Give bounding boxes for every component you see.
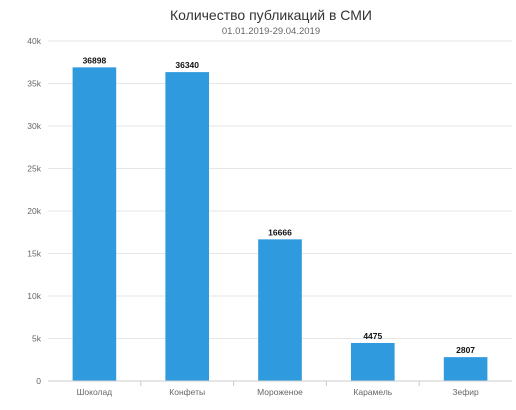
x-tick-label: Карамель (353, 387, 392, 397)
x-axis-ticks: Шоколад Конфеты Мороженое Карамель Зефир (77, 381, 479, 397)
bar (165, 72, 210, 382)
y-tick-label: 40k (27, 36, 41, 46)
y-tick-label: 30k (27, 121, 41, 131)
x-tick-label: Конфеты (169, 387, 205, 397)
y-tick-label: 0 (36, 376, 41, 386)
bar (443, 357, 488, 381)
x-tick-label: Зефир (452, 387, 479, 397)
data-label: 4475 (363, 331, 382, 341)
x-tick-label: Шоколад (77, 387, 113, 397)
y-tick-label: 10k (27, 291, 41, 301)
bars (72, 67, 488, 382)
y-tick-label: 25k (27, 164, 41, 174)
y-tick-label: 5k (32, 334, 42, 344)
data-label: 16666 (268, 227, 292, 237)
data-labels: 36898 36340 16666 4475 2807 (83, 55, 476, 355)
data-label: 36340 (175, 60, 199, 70)
y-tick-label: 35k (27, 79, 41, 89)
data-label: 36898 (83, 55, 107, 65)
y-tick-label: 20k (27, 206, 41, 216)
bar (72, 67, 117, 381)
chart-subtitle: 01.01.2019-29.04.2019 (222, 26, 320, 37)
bar (258, 239, 302, 381)
bar (350, 342, 395, 381)
y-tick-label: 15k (27, 249, 41, 259)
y-axis-ticks: 0 5k 10k 15k 20k 25k 30k 35k 40k (27, 36, 41, 386)
chart-title: Количество публикаций в СМИ (170, 7, 372, 23)
data-label: 2807 (456, 345, 475, 355)
x-tick-label: Мороженое (257, 387, 303, 397)
